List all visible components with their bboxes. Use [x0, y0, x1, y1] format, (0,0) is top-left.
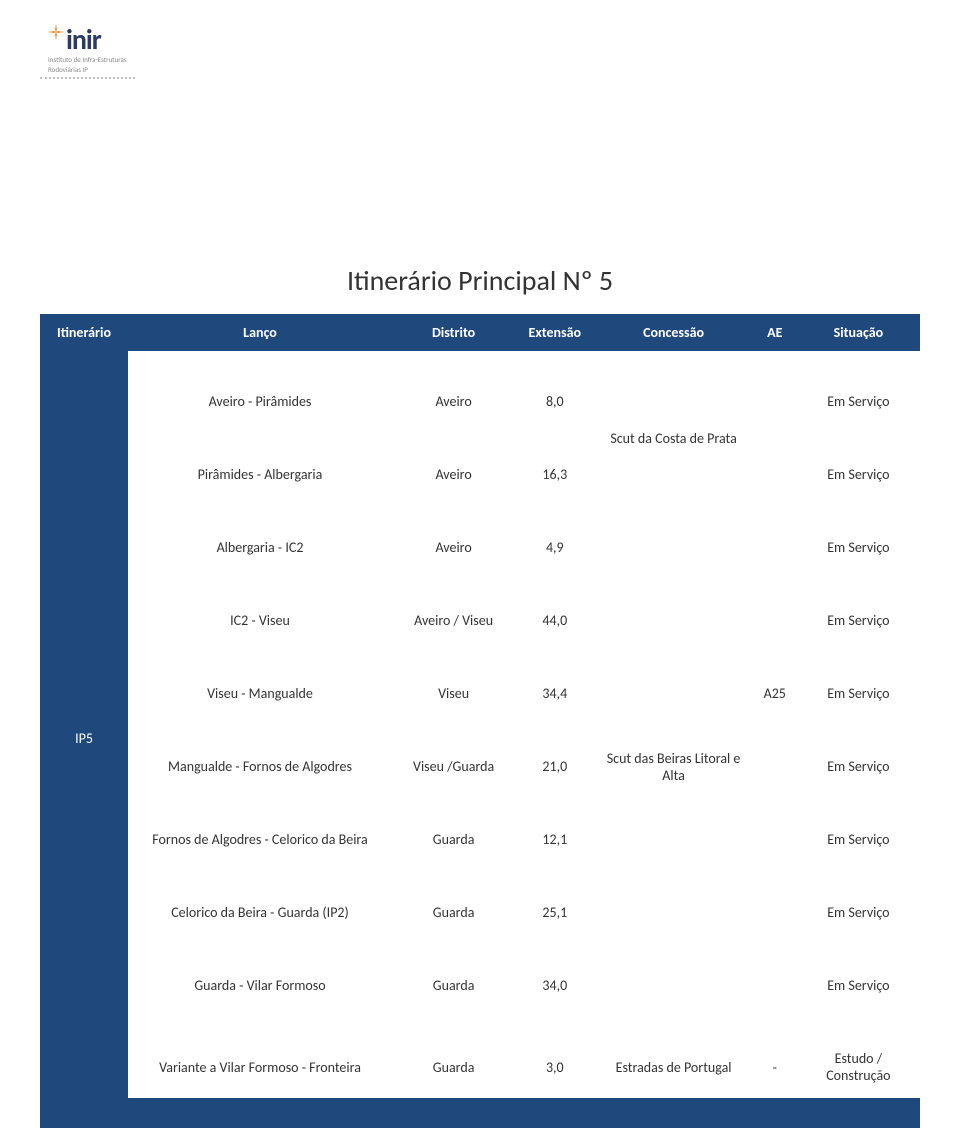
cell-lanco: IC2 - Viseu [128, 598, 392, 643]
cell-lanco: Viseu - Mangualde [128, 671, 392, 716]
cell-distrito: Guarda [392, 890, 515, 935]
cell-situacao: Em Serviço [797, 379, 920, 424]
logo-block: inir Instituto de Infra-Estruturas Rodov… [40, 20, 135, 79]
logo-row: inir [48, 26, 127, 54]
col-extensao: Extensão [515, 314, 594, 351]
cell-distrito: Viseu [392, 671, 515, 716]
cell-distrito: Aveiro [392, 525, 515, 570]
col-concessao: Concessão [594, 314, 752, 351]
page-title: Itinerário Principal Nº 5 [40, 263, 920, 298]
cell-situacao: Estudo / Construção [797, 1036, 920, 1098]
cell-situacao: Em Serviço [797, 671, 920, 716]
cell-distrito: Guarda [392, 817, 515, 862]
cell-distrito: Aveiro / Viseu [392, 598, 515, 643]
cell-extensao: 21,0 [515, 744, 594, 789]
cell-distrito: Aveiro [392, 379, 515, 424]
cell-lanco: Pirâmides - Albergaria [128, 452, 392, 497]
cell-concessao: Scut da Costa de Prata [594, 379, 752, 497]
cell-situacao: Em Serviço [797, 598, 920, 643]
cell-situacao: Em Serviço [797, 963, 920, 1008]
cell-lanco: Variante a Vilar Formoso - Fronteira [128, 1036, 392, 1098]
cell-lanco: Celorico da Beira - Guarda (IP2) [128, 890, 392, 935]
cell-situacao: Em Serviço [797, 744, 920, 789]
cell-concessao: Estradas de Portugal [594, 1036, 752, 1098]
col-distrito: Distrito [392, 314, 515, 351]
cell-lanco: Guarda - Vilar Formoso [128, 963, 392, 1008]
logo-subtext-2: Rodoviárias IP [48, 66, 127, 74]
logo-flare-icon [48, 24, 64, 40]
cell-lanco: Fornos de Algodres - Celorico da Beira [128, 817, 392, 862]
cell-ae: - [753, 1036, 797, 1098]
cell-extensao: 4,9 [515, 525, 594, 570]
cell-concessao: Scut das Beiras Litoral e Alta [594, 525, 752, 1008]
col-ae: AE [753, 314, 797, 351]
cell-distrito: Guarda [392, 963, 515, 1008]
cell-distrito: Guarda [392, 1036, 515, 1098]
cell-situacao: Em Serviço [797, 525, 920, 570]
cell-situacao: Em Serviço [797, 817, 920, 862]
cell-extensao: 3,0 [515, 1036, 594, 1098]
logo-subtext-1: Instituto de Infra-Estruturas [48, 56, 127, 64]
cell-ae: A25 [753, 379, 797, 1008]
cell-extensao: 12,1 [515, 817, 594, 862]
cell-extensao: 25,1 [515, 890, 594, 935]
table-header-row: Itinerário Lanço Distrito Extensão Conce… [40, 314, 920, 351]
logo-text: inir [66, 26, 101, 54]
cell-extensao: 34,4 [515, 671, 594, 716]
cell-situacao: Em Serviço [797, 890, 920, 935]
cell-lanco: Mangualde - Fornos de Algodres [128, 744, 392, 789]
cell-extensao: 16,3 [515, 452, 594, 497]
cell-extensao: 8,0 [515, 379, 594, 424]
col-itinerario: Itinerário [40, 314, 128, 351]
col-lanco: Lanço [128, 314, 392, 351]
cell-situacao: Em Serviço [797, 452, 920, 497]
itinerario-table: Itinerário Lanço Distrito Extensão Conce… [40, 314, 920, 1098]
cell-extensao: 44,0 [515, 598, 594, 643]
col-situacao: Situação [797, 314, 920, 351]
table-row: IP5 Aveiro - Pirâmides Aveiro 8,0 Scut d… [40, 379, 920, 424]
cell-distrito: Viseu /Guarda [392, 744, 515, 789]
cell-distrito: Aveiro [392, 452, 515, 497]
cell-extensao: 34,0 [515, 963, 594, 1008]
table-footer-bar [40, 1098, 920, 1128]
cell-lanco: Aveiro - Pirâmides [128, 379, 392, 424]
cell-itinerario: IP5 [40, 379, 128, 1098]
cell-lanco: Albergaria - IC2 [128, 525, 392, 570]
table-row: Variante a Vilar Formoso - Fronteira Gua… [40, 1036, 920, 1098]
